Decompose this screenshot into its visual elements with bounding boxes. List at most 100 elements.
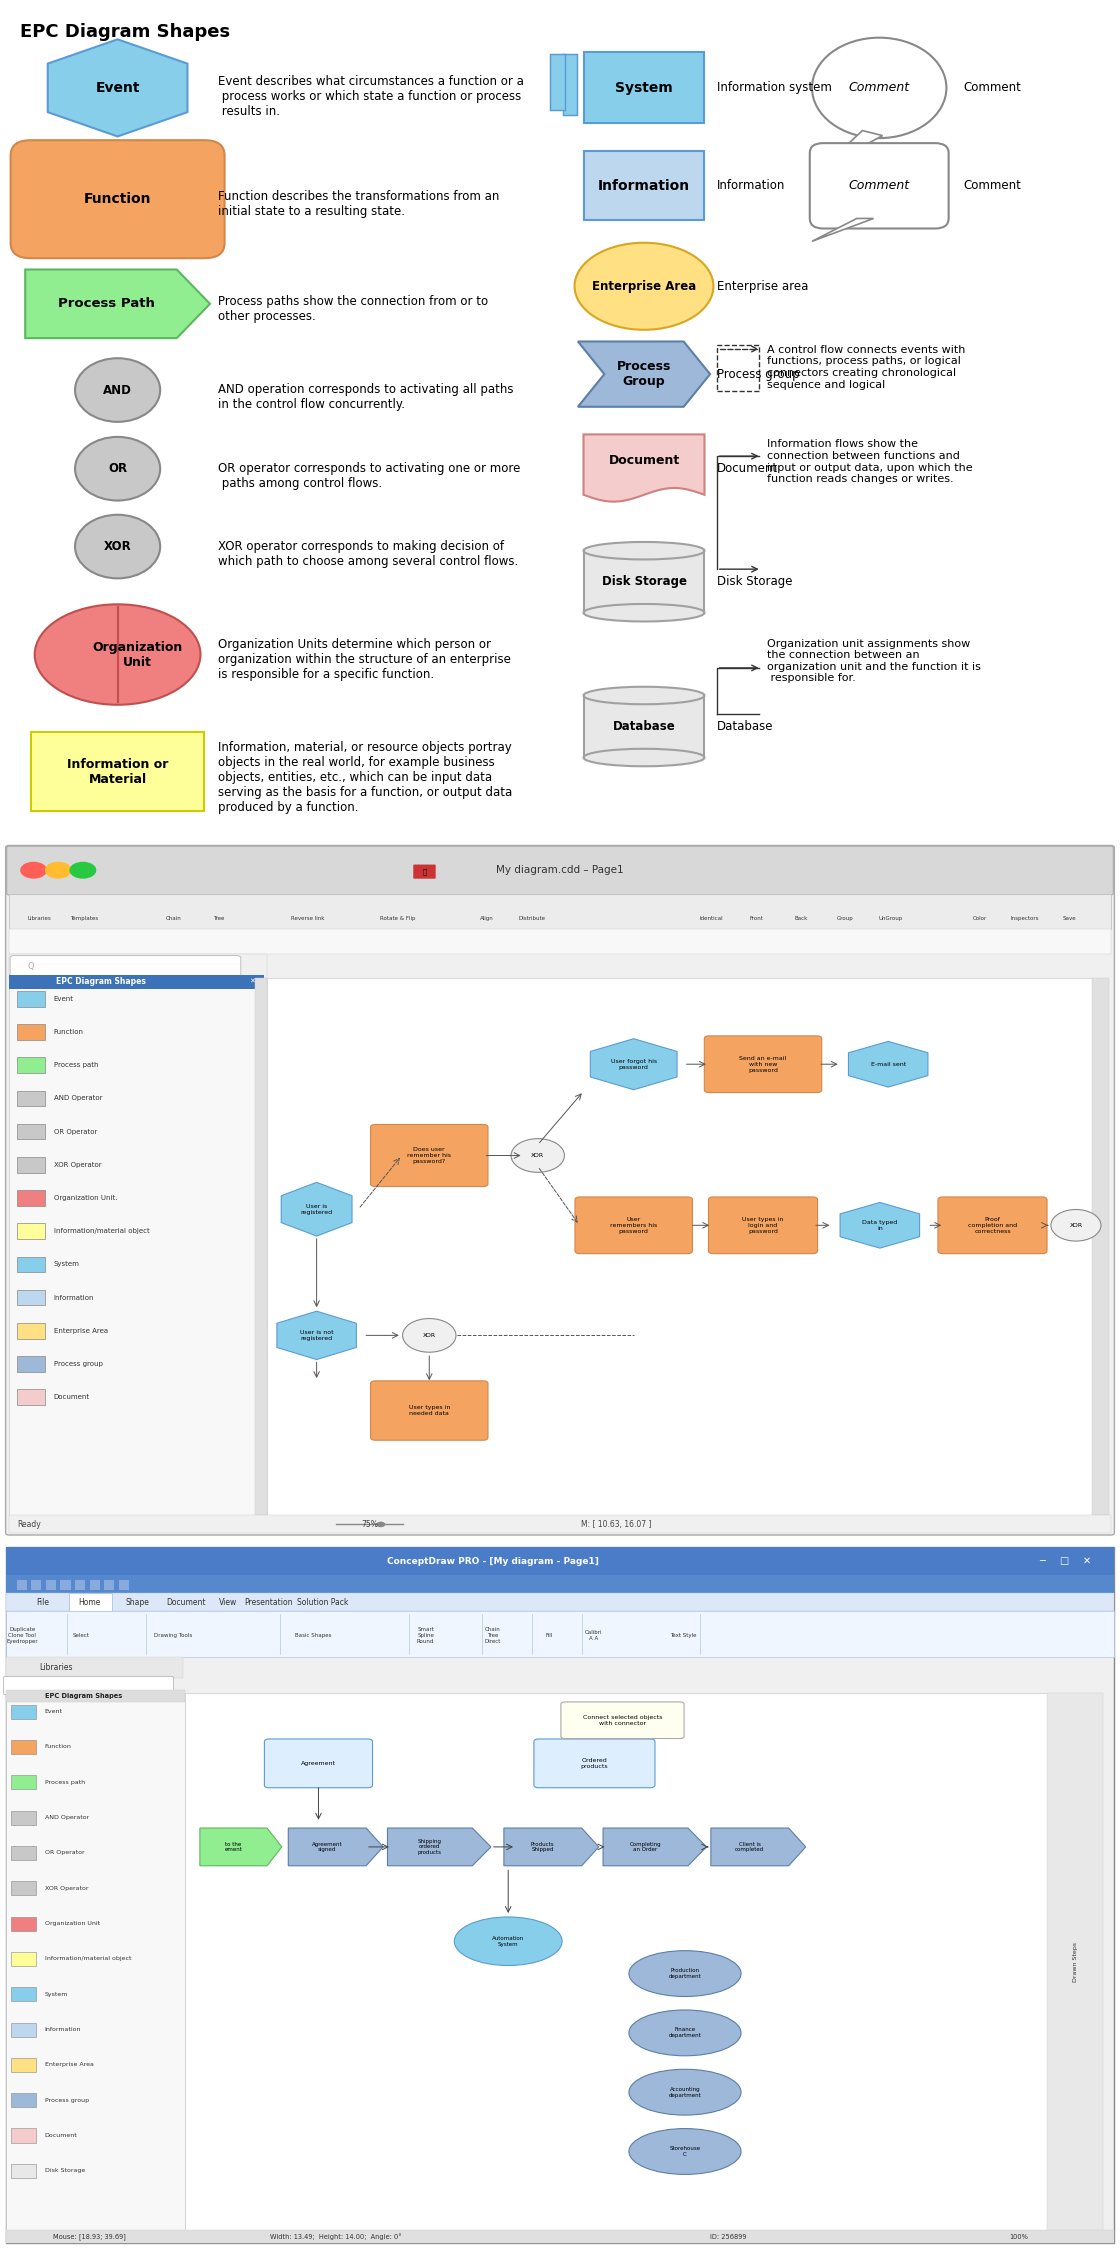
Text: XOR Operator: XOR Operator bbox=[45, 1886, 88, 1890]
Text: System: System bbox=[615, 81, 673, 95]
Text: Process group: Process group bbox=[54, 1361, 103, 1368]
Bar bbox=[267, 979, 1101, 1514]
Polygon shape bbox=[603, 1827, 707, 1865]
Text: Information: Information bbox=[717, 180, 785, 191]
Polygon shape bbox=[812, 218, 874, 241]
Text: 100%: 100% bbox=[1010, 2234, 1028, 2239]
Text: ─: ─ bbox=[1038, 1557, 1045, 1566]
Bar bbox=[119, 1580, 129, 1591]
Text: AND Operator: AND Operator bbox=[45, 1816, 90, 1820]
Bar bbox=[17, 1323, 45, 1339]
Bar bbox=[1047, 1694, 1103, 2232]
Bar bbox=[11, 1951, 36, 1966]
Polygon shape bbox=[281, 1181, 352, 1235]
Bar bbox=[11, 1706, 36, 1719]
Text: Duplicate
Clone Tool
Eyedropper: Duplicate Clone Tool Eyedropper bbox=[7, 1627, 38, 1645]
Bar bbox=[11, 2164, 36, 2178]
Text: Finance
department: Finance department bbox=[669, 2027, 701, 2038]
Text: Document: Document bbox=[54, 1395, 90, 1400]
Text: Data typed
in: Data typed in bbox=[862, 1220, 897, 1231]
Text: File: File bbox=[36, 1598, 49, 1606]
Bar bbox=[550, 54, 564, 110]
Text: Templates: Templates bbox=[69, 916, 99, 920]
Text: ID: 256899: ID: 256899 bbox=[710, 2234, 746, 2239]
Text: Accounting
department: Accounting department bbox=[669, 2086, 701, 2097]
Text: Process path: Process path bbox=[45, 1780, 85, 1784]
Ellipse shape bbox=[575, 243, 713, 331]
Text: Shipping
ordered
products: Shipping ordered products bbox=[418, 1838, 442, 1856]
Text: Home: Home bbox=[78, 1598, 101, 1606]
Text: Smart
Spline
Round: Smart Spline Round bbox=[417, 1627, 435, 1645]
Text: View: View bbox=[220, 1598, 237, 1606]
Text: Proof
completion and
correctness: Proof completion and correctness bbox=[968, 1217, 1017, 1233]
Text: to the
ement: to the ement bbox=[224, 1840, 242, 1852]
Ellipse shape bbox=[584, 542, 704, 560]
Ellipse shape bbox=[35, 605, 200, 704]
Bar bbox=[9, 979, 264, 1514]
Text: Function describes the transformations from an
initial state to a resulting stat: Function describes the transformations f… bbox=[218, 189, 500, 218]
Bar bbox=[17, 1123, 45, 1138]
Text: Fill: Fill bbox=[545, 1634, 552, 1638]
Text: Enterprise Area: Enterprise Area bbox=[54, 1328, 108, 1334]
Text: Completing
an Order: Completing an Order bbox=[629, 1840, 661, 1852]
Text: Process
Group: Process Group bbox=[617, 360, 671, 389]
Bar bbox=[6, 1575, 1114, 1593]
Text: OR Operator: OR Operator bbox=[54, 1130, 97, 1134]
Ellipse shape bbox=[584, 603, 704, 621]
Text: XOR Operator: XOR Operator bbox=[54, 1161, 102, 1168]
Bar bbox=[30, 731, 204, 812]
Text: Information or
Material: Information or Material bbox=[67, 758, 168, 785]
Text: Save: Save bbox=[1063, 916, 1076, 920]
Bar bbox=[11, 1987, 36, 2000]
Bar bbox=[9, 954, 267, 979]
Polygon shape bbox=[590, 1040, 678, 1089]
Bar bbox=[11, 1845, 36, 1861]
Text: Process paths show the connection from or to
other processes.: Process paths show the connection from o… bbox=[218, 295, 488, 324]
Bar bbox=[17, 1357, 45, 1372]
Text: System: System bbox=[54, 1262, 80, 1267]
Text: Mouse: [18.93; 39.69]: Mouse: [18.93; 39.69] bbox=[53, 2234, 127, 2241]
Text: User types in
needed data: User types in needed data bbox=[409, 1406, 450, 1415]
Text: Document: Document bbox=[608, 455, 680, 466]
Bar bbox=[6, 2230, 1114, 2243]
Text: XOR: XOR bbox=[422, 1332, 436, 1339]
Text: Distribute: Distribute bbox=[519, 916, 545, 920]
Text: Organization Unit: Organization Unit bbox=[45, 1922, 100, 1926]
Polygon shape bbox=[840, 1202, 920, 1249]
Text: Enterprise Area: Enterprise Area bbox=[591, 279, 697, 292]
Text: Organization Unit.: Organization Unit. bbox=[54, 1195, 118, 1202]
Polygon shape bbox=[711, 1827, 805, 1865]
Polygon shape bbox=[388, 1827, 491, 1865]
Polygon shape bbox=[48, 38, 187, 137]
Text: Automation
System: Automation System bbox=[492, 1935, 524, 1946]
Text: Q: Q bbox=[28, 961, 35, 970]
Text: Color: Color bbox=[973, 916, 987, 920]
Circle shape bbox=[69, 862, 96, 880]
Text: 📄: 📄 bbox=[422, 868, 427, 875]
FancyBboxPatch shape bbox=[3, 1676, 174, 1694]
Polygon shape bbox=[578, 342, 710, 407]
Text: Reverse link: Reverse link bbox=[291, 916, 325, 920]
Text: Group: Group bbox=[838, 916, 853, 920]
Text: System: System bbox=[45, 1991, 68, 1996]
FancyBboxPatch shape bbox=[7, 846, 1113, 896]
Text: ✕: ✕ bbox=[1082, 1557, 1091, 1566]
Circle shape bbox=[75, 515, 160, 578]
FancyBboxPatch shape bbox=[10, 140, 224, 259]
Text: Event describes what circumstances a function or a
 process works or which state: Event describes what circumstances a fun… bbox=[218, 74, 524, 119]
Bar bbox=[717, 344, 759, 392]
Text: Enterprise area: Enterprise area bbox=[717, 279, 809, 292]
Text: □: □ bbox=[1060, 1557, 1068, 1566]
Text: XOR: XOR bbox=[531, 1152, 544, 1159]
Bar bbox=[6, 1593, 1114, 1611]
Bar bbox=[9, 893, 1111, 929]
Text: EPC Diagram Shapes: EPC Diagram Shapes bbox=[56, 976, 146, 986]
Text: Process group: Process group bbox=[717, 367, 800, 380]
Text: Front: Front bbox=[749, 916, 763, 920]
Text: ConceptDraw PRO - [My diagram - Page1]: ConceptDraw PRO - [My diagram - Page1] bbox=[386, 1557, 599, 1566]
Ellipse shape bbox=[629, 2009, 741, 2056]
Bar bbox=[11, 2092, 36, 2108]
Text: Ready: Ready bbox=[17, 1521, 40, 1530]
Text: AND: AND bbox=[103, 382, 132, 396]
FancyBboxPatch shape bbox=[561, 1701, 684, 1739]
